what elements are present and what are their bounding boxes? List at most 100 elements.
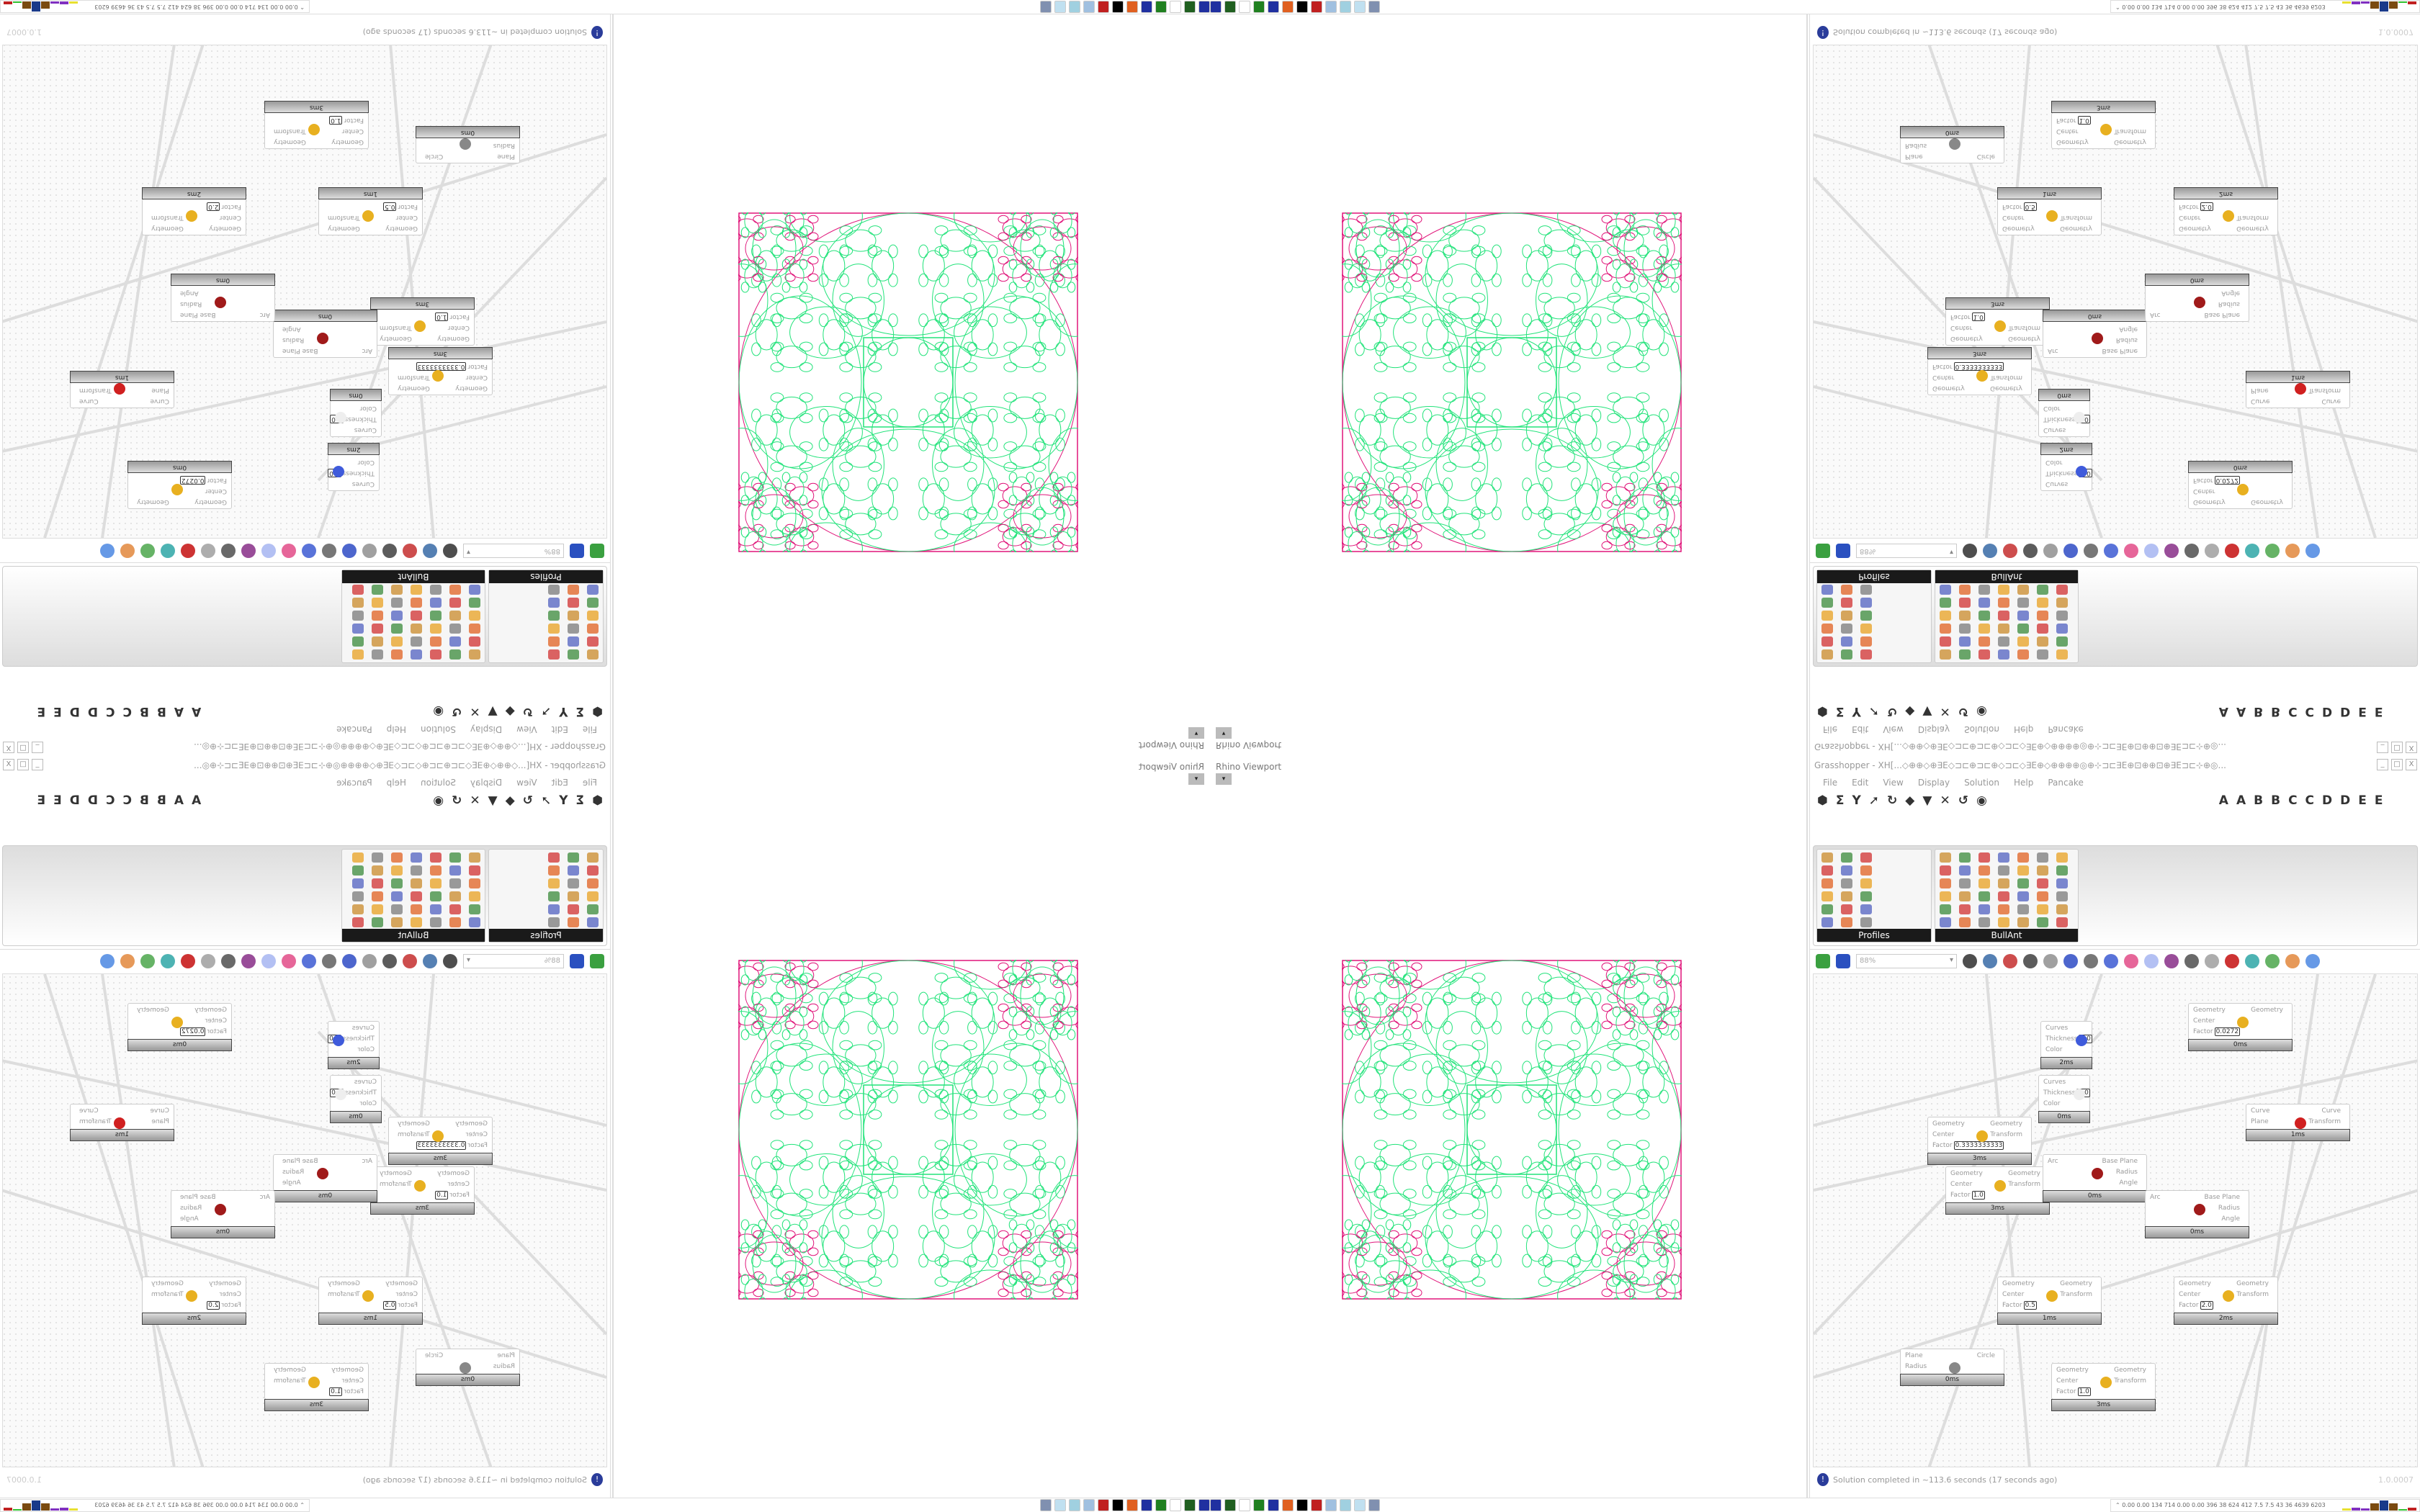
- component-icon[interactable]: [1940, 636, 1951, 647]
- toolbar-icon[interactable]: [2043, 544, 2058, 559]
- component-icon[interactable]: [1821, 852, 1833, 863]
- component-icon[interactable]: [469, 585, 480, 595]
- component-icon[interactable]: [2037, 624, 2048, 634]
- component-icon[interactable]: [1860, 585, 1872, 595]
- palette-group-label[interactable]: Profiles: [489, 929, 603, 942]
- input-param[interactable]: Curves: [2039, 1077, 2089, 1088]
- tab-icon[interactable]: ↺: [452, 793, 462, 808]
- output-param[interactable]: Radius: [2218, 300, 2240, 307]
- toolbar-icon[interactable]: [443, 544, 457, 559]
- toolbar-icon[interactable]: [382, 953, 397, 968]
- param-value[interactable]: 2.0: [207, 202, 220, 211]
- output-param[interactable]: Geometry: [2251, 498, 2283, 505]
- menu-edit[interactable]: Edit: [551, 778, 568, 788]
- component-icon[interactable]: [449, 917, 461, 927]
- taskbar-app-icon[interactable]: [1282, 1, 1294, 13]
- component-icon[interactable]: [2017, 878, 2029, 888]
- gh-component[interactable]: CurvesThickness1.0Color2ms: [328, 443, 380, 491]
- output-param[interactable]: Geometry: [137, 498, 169, 505]
- taskbar-app-icon[interactable]: [1069, 1499, 1080, 1511]
- tab-icon[interactable]: ➚: [540, 793, 552, 808]
- gh-component[interactable]: Plane Radius Circle 0ms: [1900, 1349, 2004, 1386]
- toolbar-icon[interactable]: [100, 544, 115, 559]
- param-value[interactable]: 0.3333333333: [416, 362, 467, 371]
- output-param[interactable]: Circle: [425, 1352, 444, 1359]
- menu-view[interactable]: View: [1883, 724, 1904, 734]
- taskbar-app-icon[interactable]: [1354, 1499, 1366, 1511]
- component-icon[interactable]: [449, 649, 461, 660]
- tab-icon[interactable]: ✕: [470, 793, 480, 808]
- output-param[interactable]: Transform: [1990, 1131, 2022, 1138]
- component-icon[interactable]: [2017, 852, 2029, 863]
- output-param[interactable]: Geometry: [2060, 1280, 2092, 1287]
- file-icon[interactable]: [590, 953, 604, 968]
- input-param[interactable]: Plane: [2246, 1117, 2349, 1128]
- input-param[interactable]: Factor0.5: [319, 201, 422, 212]
- component-icon[interactable]: [1860, 852, 1872, 863]
- component-icon[interactable]: [2017, 636, 2029, 647]
- output-param[interactable]: Curve: [2321, 397, 2341, 405]
- output-param[interactable]: Base Plane: [2102, 1158, 2138, 1165]
- menu-pancake[interactable]: Pancake: [336, 724, 372, 734]
- tab-e[interactable]: E: [37, 704, 46, 719]
- component-icon[interactable]: [1978, 904, 1990, 914]
- component-icon[interactable]: [1860, 891, 1872, 901]
- tab-e[interactable]: E: [2358, 704, 2367, 719]
- tab-icon[interactable]: Σ: [575, 704, 585, 719]
- component-icon[interactable]: [1841, 624, 1852, 634]
- component-icon[interactable]: [1821, 878, 1833, 888]
- gh-component[interactable]: Arc Base Plane Radius Angle 0ms: [273, 1154, 377, 1202]
- tab-icon[interactable]: ◆: [505, 793, 515, 808]
- taskbar-app-icon[interactable]: [1210, 1499, 1222, 1511]
- component-icon[interactable]: [2037, 917, 2048, 927]
- component-icon[interactable]: [1821, 624, 1833, 634]
- tab-e[interactable]: E: [2358, 793, 2367, 808]
- output-param[interactable]: Geometry: [2236, 1280, 2269, 1287]
- toolbar-icon[interactable]: [2043, 953, 2058, 968]
- input-param[interactable]: Curves: [328, 478, 379, 489]
- output-param[interactable]: Transform: [328, 214, 360, 221]
- taskbar-app-icon[interactable]: [1054, 1, 1066, 13]
- component-icon[interactable]: [352, 611, 364, 621]
- tab-icon[interactable]: ⬢: [1817, 704, 1828, 719]
- output-param[interactable]: Geometry: [328, 225, 360, 232]
- tab-e[interactable]: E: [2374, 793, 2383, 808]
- close-button[interactable]: X: [2406, 742, 2417, 753]
- rhino-viewport[interactable]: Rhino Viewport ▾: [1210, 756, 1808, 1498]
- taskbar-app-icon[interactable]: [1141, 1499, 1152, 1511]
- taskbar-app-icon[interactable]: [1368, 1499, 1380, 1511]
- output-param[interactable]: Transform: [328, 1291, 360, 1298]
- menu-help[interactable]: Help: [2013, 778, 2034, 788]
- component-icon[interactable]: [352, 636, 364, 647]
- component-icon[interactable]: [469, 636, 480, 647]
- toolbar-icon[interactable]: [120, 544, 135, 559]
- input-param[interactable]: Factor0.3333333333: [389, 361, 492, 372]
- component-icon[interactable]: [2056, 904, 2068, 914]
- param-value[interactable]: 0.3333333333: [416, 1141, 467, 1150]
- component-icon[interactable]: [449, 865, 461, 876]
- component-icon[interactable]: [372, 636, 383, 647]
- toolbar-icon[interactable]: [161, 953, 175, 968]
- toolbar-icon[interactable]: [2285, 953, 2300, 968]
- component-icon[interactable]: [1821, 598, 1833, 608]
- taskbar-app-icon[interactable]: [1126, 1, 1138, 13]
- toolbar-icon[interactable]: [241, 544, 256, 559]
- input-param[interactable]: Plane: [1901, 1351, 2004, 1362]
- component-icon[interactable]: [2056, 917, 2068, 927]
- component-icon[interactable]: [1860, 878, 1872, 888]
- toolbar-icon[interactable]: [2305, 544, 2320, 559]
- component-icon[interactable]: [1978, 852, 1990, 863]
- tab-d[interactable]: D: [2340, 704, 2351, 719]
- taskbar-app-icon[interactable]: [1083, 1, 1095, 13]
- output-param[interactable]: Transform: [2236, 214, 2269, 221]
- toolbar-icon[interactable]: [2225, 953, 2239, 968]
- output-param[interactable]: Radius: [2115, 336, 2138, 343]
- component-icon[interactable]: [548, 852, 560, 863]
- toolbar-icon[interactable]: [423, 953, 437, 968]
- component-icon[interactable]: [449, 636, 461, 647]
- menu-file[interactable]: File: [1823, 724, 1838, 734]
